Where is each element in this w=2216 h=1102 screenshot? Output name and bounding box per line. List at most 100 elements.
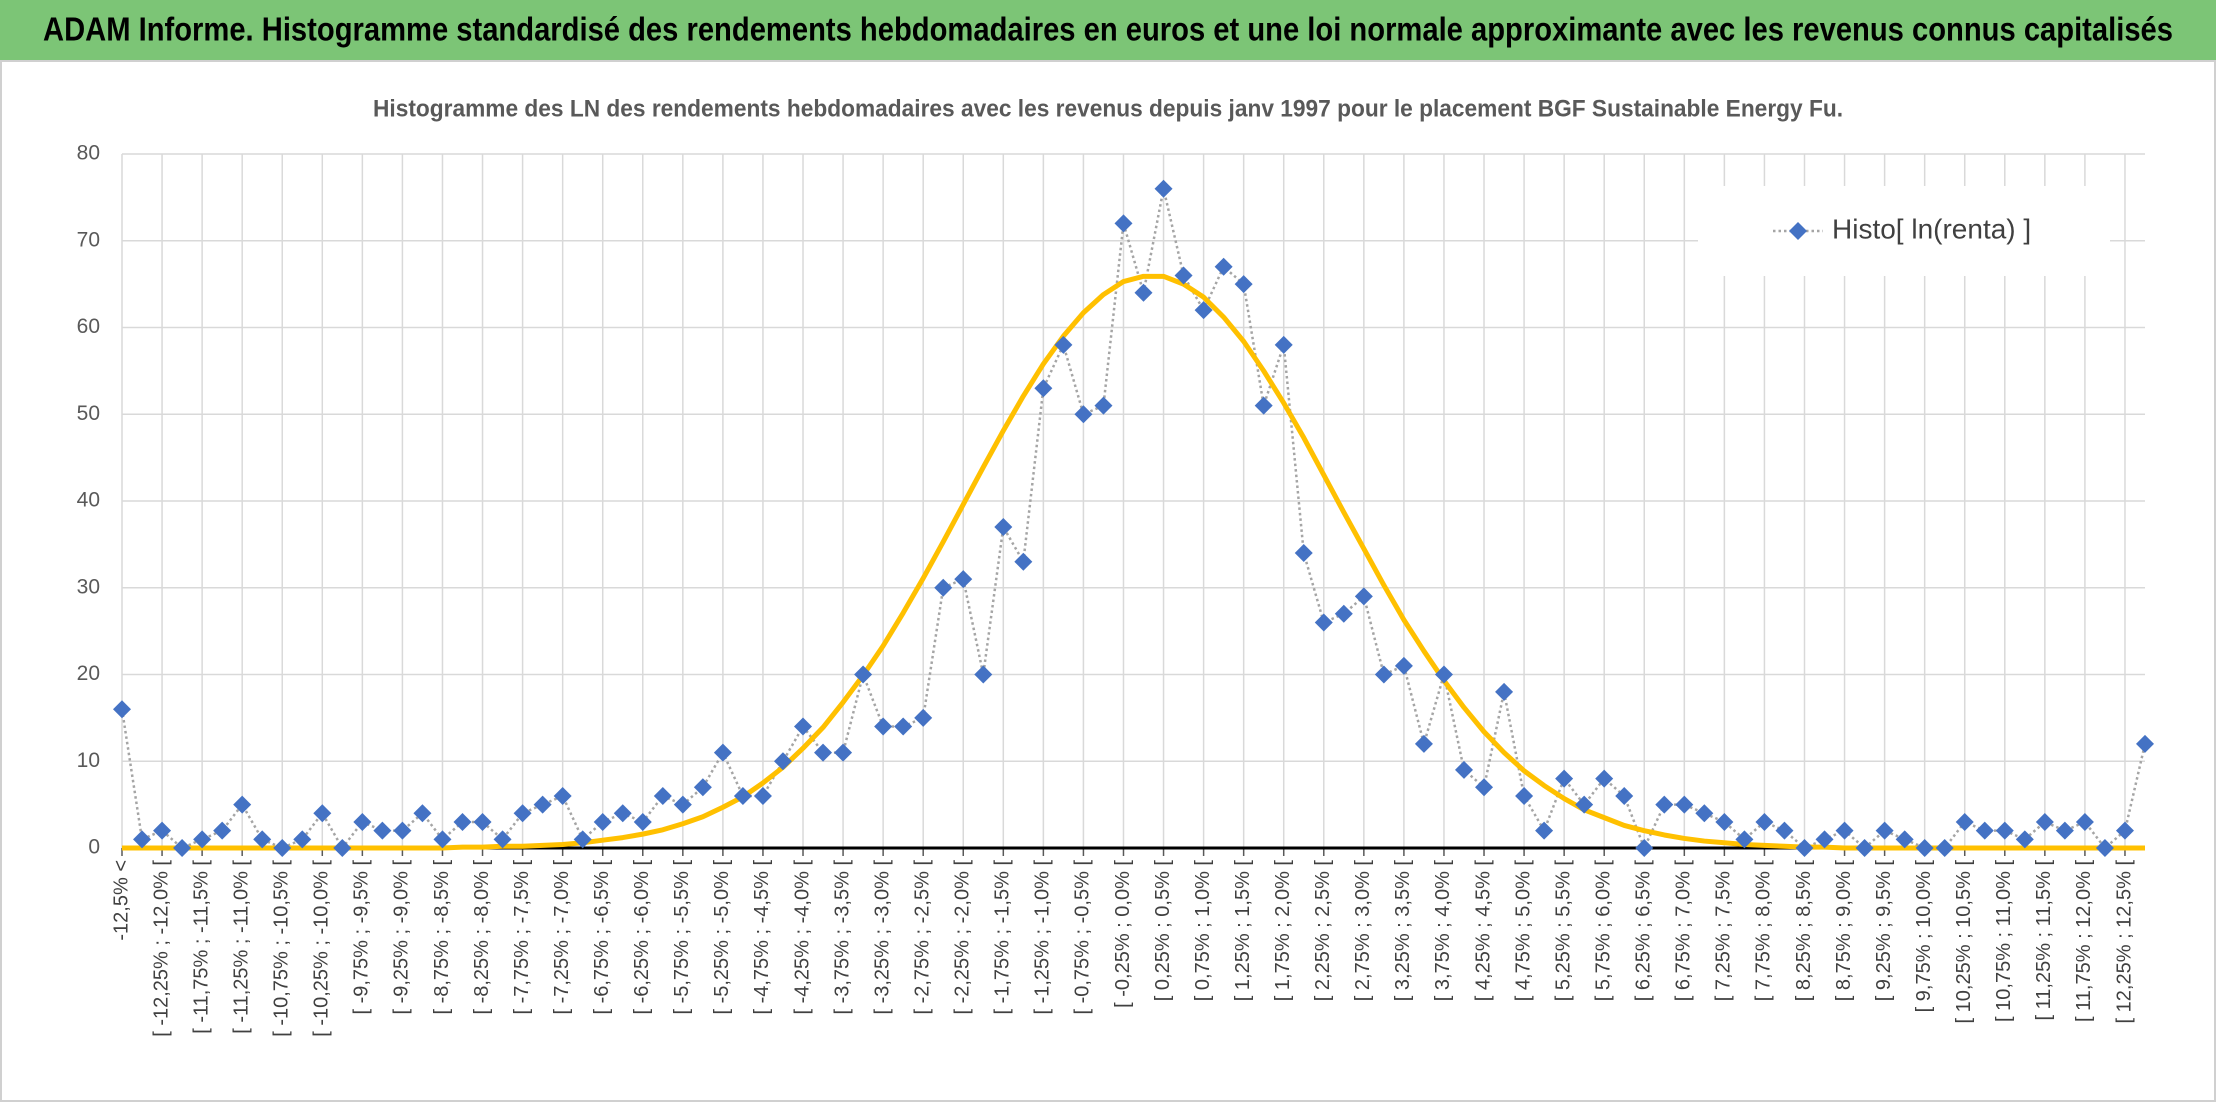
point-marker [2075, 812, 2094, 831]
point-marker [1254, 396, 1273, 415]
x-tick-label: [ -11,75% ; -11,5% [ [190, 860, 212, 1034]
point-marker [693, 778, 712, 797]
point-marker [273, 839, 292, 857]
point-marker [1715, 812, 1734, 831]
x-tick-label: [ 10,75% ; 11,0% [ [1993, 860, 2015, 1022]
x-tick-label: [ -3,25% ; -3,0% [ [871, 860, 893, 1015]
x-tick-label: [ -10,75% ; -10,5% [ [271, 860, 293, 1037]
point-marker [1835, 821, 1854, 840]
point-marker [1795, 839, 1814, 857]
x-tick-label: [ 9,75% ; 10,0% [ [1913, 860, 1935, 1013]
x-tick-label: [ 10,25% ; 10,5% [ [1953, 860, 1975, 1024]
legend-marker [1789, 222, 1807, 240]
x-tick-label: [ -0,25% ; 0,0% [ [1112, 860, 1134, 1008]
plot [113, 179, 2154, 857]
point-marker [1855, 839, 1874, 857]
point-marker [914, 708, 933, 727]
x-tick-label: [ -4,75% ; -4,5% [ [751, 860, 773, 1015]
x-tick-label: [ 4,75% ; 5,0% [ [1512, 860, 1534, 1002]
point-marker [113, 700, 131, 719]
point-marker [193, 830, 212, 849]
point-marker [133, 830, 152, 849]
point-marker [453, 812, 472, 831]
point-marker [1354, 587, 1373, 606]
x-tick-label: [ 1,25% ; 1,5% [ [1232, 860, 1254, 1002]
point-marker [2095, 839, 2114, 857]
point-marker [1214, 257, 1233, 276]
y-tick-label: 0 [88, 836, 100, 859]
y-tick-label: 50 [77, 402, 100, 425]
point-marker [1174, 266, 1193, 285]
point-marker [834, 743, 853, 762]
point-marker [934, 578, 953, 597]
point-marker [1274, 335, 1293, 354]
x-tick-label: -12,5% < [110, 860, 132, 941]
point-marker [653, 786, 672, 805]
x-tick-label: [ 2,25% ; 2,5% [ [1312, 860, 1334, 1002]
x-tick-label: [ -7,25% ; -7,0% [ [551, 860, 573, 1015]
x-tick-label: [ -5,75% ; -5,5% [ [671, 860, 693, 1015]
point-marker [1595, 769, 1614, 788]
point-marker [1074, 405, 1093, 424]
x-tick-label: [ -9,75% ; -9,5% [ [351, 860, 373, 1015]
x-tick-label: [ 7,25% ; 7,5% [ [1713, 860, 1735, 1002]
point-marker [894, 717, 913, 736]
point-marker [1875, 821, 1894, 840]
point-marker [553, 786, 572, 805]
legend-box [1698, 186, 2110, 276]
point-marker [1454, 760, 1473, 779]
x-tick-label: [ -4,25% ; -4,0% [ [791, 860, 813, 1015]
y-tick-label: 40 [77, 489, 100, 512]
point-marker [673, 795, 692, 814]
point-marker [233, 795, 252, 814]
point-marker [173, 839, 192, 857]
point-marker [533, 795, 552, 814]
y-tick-label: 70 [77, 228, 100, 251]
x-tick-label: [ -10,25% ; -10,0% [ [311, 860, 333, 1037]
point-marker [1615, 786, 1634, 805]
point-marker [433, 830, 452, 849]
point-marker [253, 830, 272, 849]
point-marker [874, 717, 893, 736]
y-tick-label: 30 [77, 575, 100, 598]
point-marker [1334, 604, 1353, 623]
point-marker [814, 743, 833, 762]
y-tick-label: 80 [77, 142, 100, 165]
point-marker [1635, 839, 1654, 857]
x-tick-label: [ 12,25% ; 12,5% [ [2113, 860, 2135, 1024]
point-marker [1815, 830, 1834, 849]
point-marker [954, 570, 973, 589]
point-marker [1575, 795, 1594, 814]
grid: -12,5% < [ -12,25% ; -12,0% [[ -11,75% ; … [77, 142, 2145, 1037]
point-marker [1034, 379, 1053, 398]
x-tick-label: [ -1,75% ; -1,5% [ [992, 860, 1014, 1015]
x-tick-label: [ -0,75% ; -0,5% [ [1072, 860, 1094, 1015]
point-marker [293, 830, 312, 849]
point-marker [1555, 769, 1574, 788]
point-marker [153, 821, 172, 840]
x-tick-label: [ -7,75% ; -7,5% [ [511, 860, 533, 1015]
x-tick-label: [ 4,25% ; 4,5% [ [1472, 860, 1494, 1002]
point-marker [353, 812, 372, 831]
point-marker [1535, 821, 1554, 840]
x-tick-label: [ 8,25% ; 8,5% [ [1793, 860, 1815, 1002]
x-tick-label: [ 0,75% ; 1,0% [ [1192, 860, 1214, 1002]
x-tick-label: [ 8,75% ; 9,0% [ [1833, 860, 1855, 1002]
point-marker [1955, 812, 1974, 831]
point-marker [1394, 656, 1413, 675]
point-marker [1475, 778, 1494, 797]
x-tick-label: [ -2,25% ; -2,0% [ [952, 860, 974, 1015]
x-tick-label: [ -8,75% ; -8,5% [ [431, 860, 453, 1015]
point-marker [1935, 839, 1954, 857]
point-marker [633, 812, 652, 831]
x-tick-label: [ 5,75% ; 6,0% [ [1592, 860, 1614, 1002]
x-tick-label: [ 6,75% ; 7,0% [ [1673, 860, 1695, 1002]
x-tick-label: [ 2,75% ; 3,0% [ [1352, 860, 1374, 1002]
point-marker [1735, 830, 1754, 849]
header-band [0, 0, 2216, 61]
point-marker [854, 665, 873, 684]
point-marker [1695, 804, 1714, 823]
x-tick-label: [ 1,75% ; 2,0% [ [1272, 860, 1294, 1002]
point-marker [1194, 301, 1213, 320]
point-marker [1294, 544, 1313, 563]
